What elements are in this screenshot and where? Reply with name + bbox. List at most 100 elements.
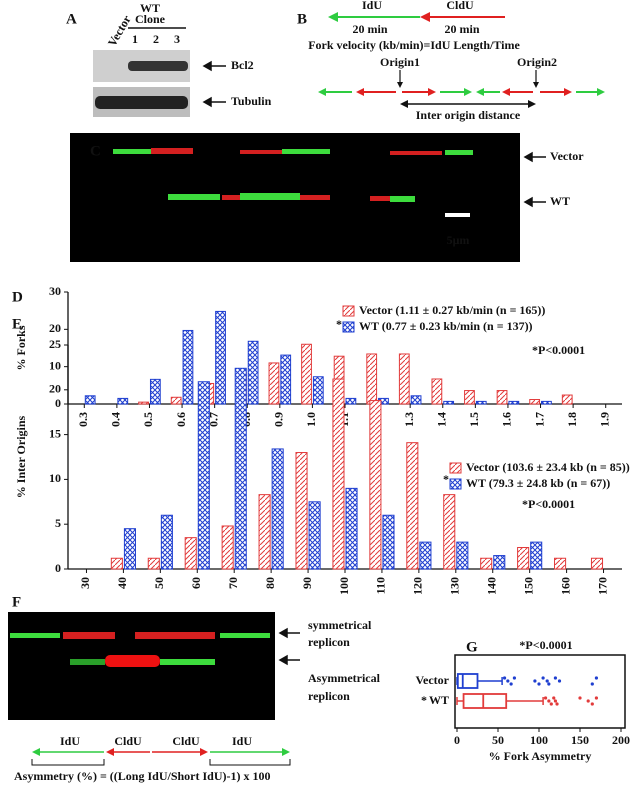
y-tick-label: 0 <box>55 561 61 575</box>
x-tick-label: 0.6 <box>174 412 188 427</box>
scheme-label: IdU <box>60 734 80 748</box>
replicon-label: Asymmetrical <box>308 671 381 685</box>
outlier <box>547 682 551 686</box>
x-tick-label: 170 <box>595 577 609 595</box>
outlier <box>543 696 548 700</box>
annotation: * <box>421 693 427 707</box>
outlier <box>547 699 551 703</box>
replicon-label: symmetrical <box>308 618 372 632</box>
x-axis-label: % Fork Asymmetry <box>489 749 592 763</box>
x-tick-label: 0.5 <box>141 412 155 427</box>
x-tick-label: 0.4 <box>109 412 123 427</box>
bar <box>529 399 541 405</box>
bar <box>332 378 345 570</box>
legend-swatch <box>449 478 462 490</box>
band-label: Bcl2 <box>231 58 254 72</box>
panel-label: C <box>90 143 101 159</box>
outlier <box>586 699 590 703</box>
band-label: Tubulin <box>231 94 272 108</box>
bar <box>258 494 271 570</box>
group-label: Clone <box>135 12 166 26</box>
bar <box>410 395 422 405</box>
bar <box>530 541 543 570</box>
band <box>128 61 188 71</box>
bar <box>160 514 173 570</box>
lane-label: 2 <box>153 32 159 46</box>
bar <box>123 528 136 570</box>
y-axis-label: % Inter Origins <box>14 415 28 498</box>
y-tick-label: 0 <box>55 396 61 410</box>
bar <box>221 525 234 570</box>
x-tick-label: 160 <box>558 577 572 595</box>
x-tick-label: 1.4 <box>435 412 449 427</box>
bar <box>406 442 419 570</box>
time-label: 20 min <box>444 22 479 36</box>
fork-scheme <box>318 12 605 108</box>
x-tick-label: 1.3 <box>402 412 416 427</box>
bar <box>197 381 210 570</box>
bar <box>345 487 358 570</box>
bar <box>369 400 382 570</box>
y-tick-label: 20 <box>49 382 61 396</box>
bar <box>382 514 395 570</box>
bar <box>147 557 160 570</box>
x-tick-label: 80 <box>263 577 277 589</box>
outlier <box>578 696 582 700</box>
x-tick-label: 1.6 <box>500 412 514 427</box>
panel-label: D <box>12 289 23 305</box>
legend-swatch <box>342 321 355 333</box>
bar <box>271 448 284 570</box>
y-tick-label: 15 <box>49 426 61 440</box>
legend-label: WT (79.3 ± 24.8 kb (n = 67)) <box>466 476 610 490</box>
panel-label: A <box>66 11 77 27</box>
bar <box>508 400 520 405</box>
band <box>95 96 188 109</box>
group-label: WT <box>140 1 160 15</box>
x-tick-label: 100 <box>530 733 548 747</box>
outlier <box>557 679 562 683</box>
x-tick-label: 50 <box>492 733 504 747</box>
bar <box>312 376 324 405</box>
bar <box>149 378 161 405</box>
bar <box>419 541 432 570</box>
bar <box>184 537 197 570</box>
outlier <box>533 679 537 683</box>
asymmetry-scheme <box>31 748 291 766</box>
strand-label: CldU <box>446 0 474 12</box>
formula: Asymmetry (%) = ((Long IdU/Short IdU)-1)… <box>14 769 271 783</box>
category-label: Vector <box>415 673 449 687</box>
x-tick-label: 70 <box>226 577 240 589</box>
x-tick-label: 90 <box>300 577 314 589</box>
bar <box>280 354 292 405</box>
outlier <box>545 679 549 683</box>
annotation: * <box>443 472 449 486</box>
y-tick-label: 10 <box>49 358 61 372</box>
chart-title: *P<0.0001 <box>519 638 572 652</box>
bar <box>517 546 530 570</box>
lane-label: 1 <box>132 32 138 46</box>
annotation: *P<0.0001 <box>522 497 575 511</box>
x-tick-label: 40 <box>115 577 129 589</box>
legend-label: Vector (103.6 ± 23.4 kb (n = 85)) <box>466 460 630 474</box>
bar <box>554 557 567 570</box>
legend-swatch <box>449 462 462 474</box>
bar <box>345 397 357 405</box>
bar <box>456 541 469 570</box>
bar <box>496 390 508 405</box>
annotation: * <box>336 317 342 331</box>
replicon-arrows <box>278 627 300 666</box>
scheme-label: CldU <box>172 734 200 748</box>
outlier <box>502 676 507 680</box>
x-tick-label: 110 <box>374 577 388 594</box>
x-tick-label: 30 <box>78 577 92 589</box>
bar <box>295 452 308 570</box>
x-tick-label: 0.3 <box>76 412 90 427</box>
x-tick-label: 130 <box>448 577 462 595</box>
distance-label: Inter origin distance <box>416 108 521 122</box>
outlier <box>549 702 553 706</box>
origin-label: Origin1 <box>380 55 420 69</box>
bar <box>475 400 487 405</box>
box <box>456 673 479 689</box>
bar <box>247 340 259 405</box>
